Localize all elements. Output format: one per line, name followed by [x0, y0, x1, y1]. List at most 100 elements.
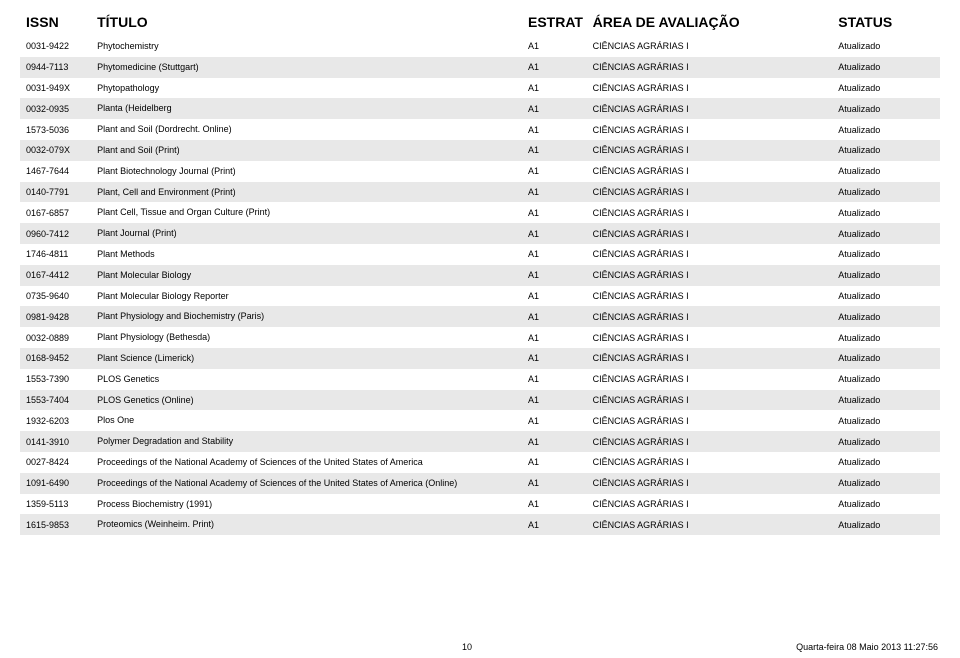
table-row: 0140-7791Plant, Cell and Environment (Pr… [20, 182, 940, 203]
table-row: 1932-6203Plos OneA1CIÊNCIAS AGRÁRIAS IAt… [20, 410, 940, 431]
cell-title: Proceedings of the National Academy of S… [91, 452, 522, 473]
cell-issn: 1553-7390 [20, 369, 91, 390]
cell-issn: 0167-4412 [20, 265, 91, 286]
cell-status: Atualizado [832, 78, 940, 99]
cell-area: CIÊNCIAS AGRÁRIAS I [587, 265, 833, 286]
cell-issn: 0031-9422 [20, 36, 91, 57]
cell-estrat: A1 [522, 36, 587, 57]
cell-title: Phytopathology [91, 78, 522, 99]
cell-status: Atualizado [832, 410, 940, 431]
cell-status: Atualizado [832, 36, 940, 57]
cell-status: Atualizado [832, 265, 940, 286]
cell-estrat: A1 [522, 140, 587, 161]
table-row: 0981-9428Plant Physiology and Biochemist… [20, 306, 940, 327]
cell-estrat: A1 [522, 119, 587, 140]
cell-title: Plant Science (Limerick) [91, 348, 522, 369]
cell-estrat: A1 [522, 452, 587, 473]
cell-title: Plant Journal (Print) [91, 223, 522, 244]
cell-status: Atualizado [832, 431, 940, 452]
cell-estrat: A1 [522, 57, 587, 78]
cell-area: CIÊNCIAS AGRÁRIAS I [587, 306, 833, 327]
cell-status: Atualizado [832, 98, 940, 119]
cell-area: CIÊNCIAS AGRÁRIAS I [587, 390, 833, 411]
table-row: 0032-079XPlant and Soil (Print)A1CIÊNCIA… [20, 140, 940, 161]
table-row: 1553-7404PLOS Genetics (Online)A1CIÊNCIA… [20, 390, 940, 411]
cell-area: CIÊNCIAS AGRÁRIAS I [587, 473, 833, 494]
cell-title: PLOS Genetics [91, 369, 522, 390]
cell-title: Phytomedicine (Stuttgart) [91, 57, 522, 78]
cell-issn: 0031-949X [20, 78, 91, 99]
cell-title: Plant Physiology (Bethesda) [91, 327, 522, 348]
table-row: 0944-7113Phytomedicine (Stuttgart)A1CIÊN… [20, 57, 940, 78]
cell-issn: 0735-9640 [20, 286, 91, 307]
cell-issn: 1467-7644 [20, 161, 91, 182]
table-body: 0031-9422PhytochemistryA1CIÊNCIAS AGRÁRI… [20, 36, 940, 535]
cell-issn: 1932-6203 [20, 410, 91, 431]
page-number: 10 [462, 642, 472, 652]
cell-title: Plant Cell, Tissue and Organ Culture (Pr… [91, 202, 522, 223]
cell-issn: 0141-3910 [20, 431, 91, 452]
cell-title: Phytochemistry [91, 36, 522, 57]
cell-estrat: A1 [522, 514, 587, 535]
col-header-estrat: ESTRAT [522, 10, 587, 36]
table-row: 0141-3910Polymer Degradation and Stabili… [20, 431, 940, 452]
cell-issn: 0027-8424 [20, 452, 91, 473]
cell-issn: 1573-5036 [20, 119, 91, 140]
cell-area: CIÊNCIAS AGRÁRIAS I [587, 36, 833, 57]
table-row: 0031-9422PhytochemistryA1CIÊNCIAS AGRÁRI… [20, 36, 940, 57]
cell-status: Atualizado [832, 119, 940, 140]
cell-issn: 1359-5113 [20, 494, 91, 515]
table-row: 0167-6857Plant Cell, Tissue and Organ Cu… [20, 202, 940, 223]
cell-area: CIÊNCIAS AGRÁRIAS I [587, 514, 833, 535]
cell-title: Polymer Degradation and Stability [91, 431, 522, 452]
cell-title: Process Biochemistry (1991) [91, 494, 522, 515]
cell-status: Atualizado [832, 140, 940, 161]
cell-title: Plant Biotechnology Journal (Print) [91, 161, 522, 182]
cell-issn: 1553-7404 [20, 390, 91, 411]
cell-estrat: A1 [522, 265, 587, 286]
cell-issn: 0981-9428 [20, 306, 91, 327]
cell-area: CIÊNCIAS AGRÁRIAS I [587, 223, 833, 244]
cell-area: CIÊNCIAS AGRÁRIAS I [587, 286, 833, 307]
cell-status: Atualizado [832, 369, 940, 390]
cell-title: Proteomics (Weinheim. Print) [91, 514, 522, 535]
cell-issn: 0167-6857 [20, 202, 91, 223]
cell-title: Plant, Cell and Environment (Print) [91, 182, 522, 203]
cell-area: CIÊNCIAS AGRÁRIAS I [587, 494, 833, 515]
cell-title: Plos One [91, 410, 522, 431]
col-header-issn: ISSN [20, 10, 91, 36]
cell-estrat: A1 [522, 327, 587, 348]
cell-status: Atualizado [832, 57, 940, 78]
table-row: 1091-6490Proceedings of the National Aca… [20, 473, 940, 494]
cell-title: Plant Methods [91, 244, 522, 265]
table-row: 1573-5036Plant and Soil (Dordrecht. Onli… [20, 119, 940, 140]
cell-status: Atualizado [832, 390, 940, 411]
table-row: 0032-0889Plant Physiology (Bethesda)A1CI… [20, 327, 940, 348]
cell-estrat: A1 [522, 98, 587, 119]
cell-area: CIÊNCIAS AGRÁRIAS I [587, 202, 833, 223]
cell-status: Atualizado [832, 286, 940, 307]
cell-title: Plant Molecular Biology [91, 265, 522, 286]
table-row: 0168-9452Plant Science (Limerick)A1CIÊNC… [20, 348, 940, 369]
cell-area: CIÊNCIAS AGRÁRIAS I [587, 182, 833, 203]
cell-estrat: A1 [522, 223, 587, 244]
cell-status: Atualizado [832, 348, 940, 369]
cell-area: CIÊNCIAS AGRÁRIAS I [587, 57, 833, 78]
cell-status: Atualizado [832, 202, 940, 223]
cell-issn: 0168-9452 [20, 348, 91, 369]
table-row: 0735-9640Plant Molecular Biology Reporte… [20, 286, 940, 307]
cell-title: Plant and Soil (Print) [91, 140, 522, 161]
cell-area: CIÊNCIAS AGRÁRIAS I [587, 431, 833, 452]
table-row: 0167-4412Plant Molecular BiologyA1CIÊNCI… [20, 265, 940, 286]
cell-estrat: A1 [522, 473, 587, 494]
table-row: 1615-9853Proteomics (Weinheim. Print)A1C… [20, 514, 940, 535]
cell-estrat: A1 [522, 244, 587, 265]
cell-estrat: A1 [522, 182, 587, 203]
cell-issn: 0032-0889 [20, 327, 91, 348]
cell-status: Atualizado [832, 494, 940, 515]
table-row: 1359-5113Process Biochemistry (1991)A1CI… [20, 494, 940, 515]
cell-estrat: A1 [522, 410, 587, 431]
cell-status: Atualizado [832, 223, 940, 244]
page-footer: 10 Quarta-feira 08 Maio 2013 11:27:56 [0, 642, 960, 652]
cell-title: Proceedings of the National Academy of S… [91, 473, 522, 494]
